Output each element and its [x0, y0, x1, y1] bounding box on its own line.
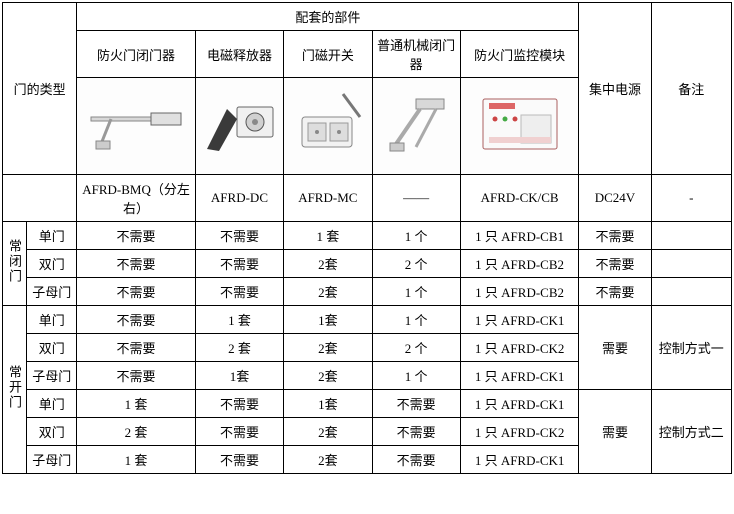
cell: 1 只 AFRD-CK1 — [460, 306, 578, 334]
cell: 2 套 — [77, 418, 195, 446]
cell: 不需要 — [195, 250, 283, 278]
cell: 不需要 — [195, 446, 283, 474]
row-o1-child-label: 子母门 — [27, 362, 77, 390]
cell: 1 个 — [372, 362, 460, 390]
cell: 不需要 — [77, 362, 195, 390]
open-pwr-1: 需要 — [579, 306, 651, 390]
row-o1-single-label: 单门 — [27, 306, 77, 334]
cell: 不需要 — [579, 250, 651, 278]
header-monitor: 防火门监控模块 — [460, 31, 578, 78]
cell: 1 只 AFRD-CB2 — [460, 278, 578, 306]
cell: 不需要 — [195, 390, 283, 418]
cell: 2套 — [284, 446, 372, 474]
cell: 1 个 — [372, 222, 460, 250]
row-c-double-label: 双门 — [27, 250, 77, 278]
cell: 不需要 — [77, 222, 195, 250]
cell: 1 套 — [77, 446, 195, 474]
model-release: AFRD-DC — [195, 175, 283, 222]
cell: 不需要 — [77, 306, 195, 334]
header-release: 电磁释放器 — [195, 31, 283, 78]
cell: 1 只 AFRD-CB2 — [460, 250, 578, 278]
cell: 1 只 AFRD-CK1 — [460, 446, 578, 474]
header-note: 备注 — [651, 3, 731, 175]
image-mech — [372, 78, 460, 175]
cell: 不需要 — [77, 250, 195, 278]
cell: 1 个 — [372, 278, 460, 306]
cell: 不需要 — [195, 222, 283, 250]
cell: 2套 — [284, 334, 372, 362]
cell: 1 只 AFRD-CK1 — [460, 390, 578, 418]
group-closed-label: 常闭门 — [5, 239, 24, 284]
cell: 不需要 — [372, 418, 460, 446]
image-monitor — [460, 78, 578, 175]
header-parts-group: 配套的部件 — [77, 3, 579, 31]
cell: 1套 — [195, 362, 283, 390]
header-power: 集中电源 — [579, 3, 651, 175]
cell: 1 只 AFRD-CB1 — [460, 222, 578, 250]
group-open-label: 常开门 — [5, 365, 24, 410]
image-mag — [284, 78, 372, 175]
header-mech: 普通机械闭门器 — [372, 31, 460, 78]
cell — [651, 222, 731, 250]
model-closer: AFRD-BMQ（分左右） — [77, 175, 195, 222]
group-open: 常开门 — [3, 306, 27, 474]
cell: 1 个 — [372, 306, 460, 334]
header-door-type: 门的类型 — [3, 3, 77, 175]
open-note-2: 控制方式二 — [651, 390, 731, 474]
cell: 不需要 — [195, 418, 283, 446]
row-c-single-label: 单门 — [27, 222, 77, 250]
cell: 1套 — [284, 390, 372, 418]
cell: 2套 — [284, 362, 372, 390]
header-closer: 防火门闭门器 — [77, 31, 195, 78]
cell: 2套 — [284, 418, 372, 446]
model-note: - — [651, 175, 731, 222]
cell: 2 套 — [195, 334, 283, 362]
cell: 不需要 — [77, 278, 195, 306]
model-monitor: AFRD-CK/CB — [460, 175, 578, 222]
model-mech: —— — [372, 175, 460, 222]
cell: 2 个 — [372, 250, 460, 278]
cell: 不需要 — [372, 446, 460, 474]
cell: 1 套 — [284, 222, 372, 250]
header-mag: 门磁开关 — [284, 31, 372, 78]
cell — [651, 250, 731, 278]
cell: 1 套 — [77, 390, 195, 418]
cell — [651, 278, 731, 306]
model-power: DC24V — [579, 175, 651, 222]
cell: 1 只 AFRD-CK2 — [460, 334, 578, 362]
row-o1-double-label: 双门 — [27, 334, 77, 362]
fire-door-config-table: 门的类型 配套的部件 集中电源 备注 防火门闭门器 电磁释放器 门磁开关 普通机… — [2, 2, 732, 474]
cell: 不需要 — [77, 334, 195, 362]
row-o2-double-label: 双门 — [27, 418, 77, 446]
cell: 不需要 — [579, 278, 651, 306]
row-c-child-label: 子母门 — [27, 278, 77, 306]
group-closed: 常闭门 — [3, 222, 27, 306]
row-o2-single-label: 单门 — [27, 390, 77, 418]
cell: 不需要 — [195, 278, 283, 306]
open-note-1: 控制方式一 — [651, 306, 731, 390]
row-o2-child-label: 子母门 — [27, 446, 77, 474]
image-release — [195, 78, 283, 175]
cell: 1套 — [284, 306, 372, 334]
cell: 不需要 — [579, 222, 651, 250]
cell: 2套 — [284, 250, 372, 278]
cell: 2套 — [284, 278, 372, 306]
cell: 1 只 AFRD-CK1 — [460, 362, 578, 390]
image-closer — [77, 78, 195, 175]
open-pwr-2: 需要 — [579, 390, 651, 474]
cell: 1 只 AFRD-CK2 — [460, 418, 578, 446]
cell: 2 个 — [372, 334, 460, 362]
cell: 不需要 — [372, 390, 460, 418]
blank-corner — [3, 175, 77, 222]
cell: 1 套 — [195, 306, 283, 334]
model-mag: AFRD-MC — [284, 175, 372, 222]
